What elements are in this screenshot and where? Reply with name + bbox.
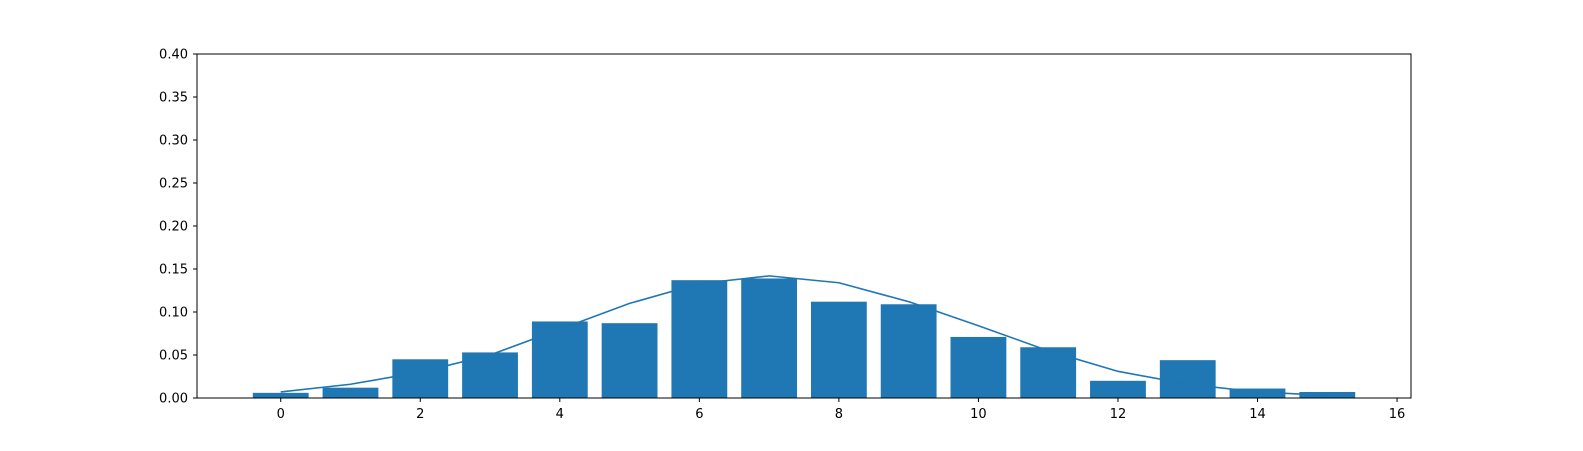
bar — [1020, 347, 1077, 398]
y-tick-label: 0.30 — [159, 134, 188, 149]
x-tick-label: 8 — [835, 407, 843, 422]
y-tick-label: 0.00 — [159, 392, 188, 407]
x-tick-label: 14 — [1249, 407, 1266, 422]
x-axis: 0 2 4 6 8 10 12 14 16 — [277, 398, 1406, 422]
x-tick-label: 2 — [416, 407, 424, 422]
y-axis: 0.00 0.05 0.10 0.15 0.20 0.25 0.30 0.35 0.40 — [159, 48, 197, 407]
bar — [671, 280, 728, 398]
bar — [1090, 380, 1146, 398]
bar — [741, 278, 798, 398]
x-tick-label: 10 — [970, 407, 987, 422]
y-tick-label: 0.25 — [159, 177, 188, 192]
x-tick-label: 12 — [1110, 407, 1127, 422]
y-tick-label: 0.05 — [159, 349, 188, 364]
bar — [950, 336, 1007, 398]
bar — [1229, 388, 1286, 398]
axes-frame — [196, 53, 1412, 399]
y-tick-label: 0.40 — [159, 48, 188, 63]
x-tick-label: 0 — [277, 407, 285, 422]
bar — [392, 359, 449, 398]
bar — [322, 387, 379, 398]
y-tick-label: 0.10 — [159, 306, 188, 321]
bar — [252, 392, 309, 398]
y-tick-label: 0.20 — [159, 220, 188, 235]
bar — [601, 323, 658, 398]
bar — [810, 301, 867, 398]
bar — [1159, 360, 1216, 398]
series-line — [280, 275, 1328, 397]
y-tick-label: 0.15 — [159, 263, 188, 278]
bar — [531, 321, 588, 398]
bars-group — [252, 278, 1356, 398]
y-tick-label: 0.35 — [159, 91, 188, 106]
x-tick-label: 4 — [556, 407, 564, 422]
line-group — [280, 275, 1328, 397]
x-tick-label: 6 — [695, 407, 703, 422]
bar — [880, 304, 937, 398]
x-tick-label: 16 — [1389, 407, 1406, 422]
